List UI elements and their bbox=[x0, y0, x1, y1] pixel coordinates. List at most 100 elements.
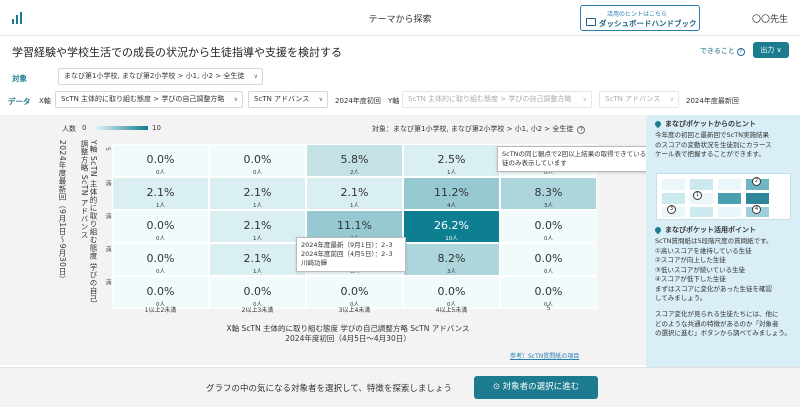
cell-count: 1人 bbox=[253, 203, 262, 209]
cell-percent: 0.0% bbox=[146, 153, 175, 166]
heatmap-cell[interactable]: 0.0% 0人 bbox=[112, 210, 209, 243]
y-axis-period: 2024年度最新回 bbox=[686, 97, 739, 105]
y-view-value: ScTN 主体的に取り組む態度 > 学びの自己調整方略 bbox=[408, 95, 572, 103]
cell-count: 3人 bbox=[544, 203, 553, 209]
cell-count: 3人 bbox=[447, 269, 456, 275]
target-label: 対象 bbox=[12, 74, 27, 83]
cell-count: 0人 bbox=[156, 269, 165, 275]
heatmap-cell[interactable]: 0.0% 0人 bbox=[112, 144, 209, 177]
hint-line: スコア変化が見られる生徒たちには、他に bbox=[655, 310, 779, 318]
cell-count: 0人 bbox=[544, 269, 553, 275]
output-button[interactable]: 出力 ∨ bbox=[753, 42, 789, 58]
footer-message: グラフの中の気になる対象者を選択して、特徴を探索しましょう bbox=[206, 384, 452, 394]
hint-line: のスコアの変動状況を生徒別にカラース bbox=[655, 140, 772, 149]
heatmap-cell[interactable]: 0.0% 0人 bbox=[112, 243, 209, 276]
heatmap-cell[interactable]: 8.2% 3人 bbox=[403, 243, 500, 276]
y-axis-sub-select[interactable]: ScTN アドバンス ∨ bbox=[599, 91, 679, 108]
note-line: 徒のみ表示しています bbox=[502, 159, 567, 167]
book-icon bbox=[586, 18, 596, 26]
cell-percent: 0.0% bbox=[146, 219, 175, 232]
heatmap-cell[interactable]: 0.0% 0人 bbox=[403, 276, 500, 309]
y-axis-period-label: 2024年度最新回（9月1日〜9月30日） bbox=[58, 140, 67, 284]
heatmap-cell[interactable]: 2.5% 1人 bbox=[403, 144, 500, 177]
proceed-to-selection-button[interactable]: ⊙ 対象者の選択に進む bbox=[474, 376, 598, 399]
howto-link[interactable]: できること? bbox=[700, 46, 745, 56]
cell-percent: 8.3% bbox=[534, 186, 563, 199]
x-axis-period: 2024年度初回 bbox=[335, 97, 381, 105]
heatmap-cell[interactable]: 0.0% 0人 bbox=[500, 276, 597, 309]
hint-line: ケール表で把握することができます。 bbox=[655, 150, 765, 158]
hint-line: ②スコアが向上した生徒 bbox=[655, 256, 726, 264]
bottom-bar: グラフの中の気になる対象者を選択して、特徴を探索しましょう ⊙ 対象者の選択に進… bbox=[0, 367, 800, 407]
heatmap-cell[interactable]: 0.0% 0人 bbox=[209, 144, 306, 177]
note-tooltip: ScTNの同じ観点で2回以上結果の取得できている生 徒のみ表示しています bbox=[497, 146, 675, 172]
cell-percent: 0.0% bbox=[243, 153, 272, 166]
heatmap-cell[interactable]: 8.3% 3人 bbox=[500, 177, 597, 210]
cell-count: 0人 bbox=[447, 302, 456, 308]
cell-count: 1人 bbox=[253, 269, 262, 275]
heatmap-cell[interactable]: 2.1% 1人 bbox=[306, 177, 403, 210]
heatmap-cell[interactable]: 0.0% 0人 bbox=[112, 276, 209, 309]
cell-count: 0人 bbox=[350, 302, 359, 308]
thumb-number: 4 bbox=[752, 205, 761, 214]
help-icon[interactable]: ? bbox=[577, 126, 586, 134]
heatmap-cell[interactable]: 0.0% 0人 bbox=[209, 276, 306, 309]
cell-count: 4人 bbox=[447, 203, 456, 209]
guide-hint-label: 活用のヒントはこちら bbox=[607, 11, 668, 18]
heatmap-cell[interactable]: 11.2% 4人 bbox=[403, 177, 500, 210]
cell-count: 1人 bbox=[156, 203, 165, 209]
reference-link[interactable]: 参考）ScTN質問紙の項目 bbox=[510, 353, 580, 360]
hover-line: 2024年度前回（4月5日）：2–3 bbox=[301, 250, 393, 258]
guide-button-label: ダッシュボードハンドブック bbox=[599, 19, 697, 28]
heatmap-cell[interactable]: 0.0% 0人 bbox=[500, 210, 597, 243]
cell-count: 1人 bbox=[350, 203, 359, 209]
legend-min: 0 bbox=[82, 124, 87, 132]
heatmap-cell[interactable]: 0.0% 0人 bbox=[306, 276, 403, 309]
y-axis-title: Y軸 ScTN 主体的に取り組む態度 学びの自己調整方略 ScTN アドバンス bbox=[80, 140, 98, 303]
x-tick-label: 1以上2未満 bbox=[144, 307, 177, 314]
chart-target-text: 対象：まなび第1小学校, まなび第2小学校 > 小1, 小2 > 全生徒 bbox=[372, 125, 574, 133]
heatmap-cell[interactable]: 2.1% 1人 bbox=[112, 177, 209, 210]
pin-icon bbox=[653, 119, 663, 129]
cell-percent: 0.0% bbox=[437, 285, 466, 298]
heatmap-cell[interactable]: 5.8% 2人 bbox=[306, 144, 403, 177]
x-axis-sub-select[interactable]: ScTN アドバンス ∨ bbox=[248, 91, 328, 108]
cell-percent: 2.1% bbox=[340, 186, 369, 199]
hint-line: ④スコアが低下した生徒 bbox=[655, 275, 726, 283]
thumb-number: 3 bbox=[667, 205, 676, 214]
hint-sidebar: まなびポケットからのヒント 今年度の初回と最新回でScTN実施結果 のスコアの変… bbox=[646, 115, 800, 367]
hint-line: ③低いスコアが続いている生徒 bbox=[655, 265, 746, 274]
y-axis-view-select[interactable]: ScTN 主体的に取り組む態度 > 学びの自己調整方略 ∨ bbox=[402, 91, 592, 108]
cell-count: 10人 bbox=[445, 236, 458, 242]
user-name[interactable]: 〇〇先生 bbox=[752, 15, 789, 25]
cell-count: 0人 bbox=[350, 269, 359, 275]
heatmap-cell[interactable]: 0.0% 0人 bbox=[500, 243, 597, 276]
chevron-down-icon: ∨ bbox=[253, 73, 258, 80]
cell-percent: 11.1% bbox=[337, 219, 372, 232]
cell-count: 0人 bbox=[544, 170, 553, 176]
cell-percent: 2.1% bbox=[243, 219, 272, 232]
x-axis-label: X軸 bbox=[39, 97, 51, 105]
data-label: データ bbox=[8, 97, 31, 106]
target-select[interactable]: まなび第1小学校, まなび第2小学校 > 小1, 小2 > 全生徒 ∨ bbox=[58, 68, 263, 85]
heatmap-cell[interactable]: 2.1% 1人 bbox=[209, 177, 306, 210]
hint-line: まずはスコアに変化があった生徒を確認 bbox=[655, 284, 772, 293]
x-axis-period-label: 2024年度初回（4月5日〜4月30日） bbox=[285, 334, 411, 343]
x-axis-view-select[interactable]: ScTN 主体的に取り組む態度 > 学びの自己調整方略 ∨ bbox=[55, 91, 243, 108]
cell-percent: 0.0% bbox=[534, 219, 563, 232]
x-view-value: ScTN 主体的に取り組む態度 > 学びの自己調整方略 bbox=[61, 95, 225, 103]
hint-title-text: まなびポケットからのヒント bbox=[665, 120, 756, 128]
hint-tail: スコア変化が見られる生徒たちには、他に どのような共通の特徴があるのか「対象者 … bbox=[655, 310, 797, 339]
app-logo-icon[interactable] bbox=[12, 12, 24, 24]
heatmap-cell[interactable]: 26.2% 10人 bbox=[403, 210, 500, 243]
dashboard-handbook-button[interactable]: 活用のヒントはこちら ダッシュボードハンドブック bbox=[580, 5, 700, 31]
heatmap-cell[interactable]: 2.1% 1人 bbox=[209, 210, 306, 243]
legend-max: 10 bbox=[152, 124, 161, 132]
heatmap-cell[interactable]: 2.1% 1人 bbox=[209, 243, 306, 276]
cell-count: 0人 bbox=[156, 236, 165, 242]
cell-percent: 0.0% bbox=[146, 285, 175, 298]
hover-line: 2024年度最新（9月1日）：2–3 bbox=[301, 241, 393, 249]
y-sub-value: ScTN アドバンス bbox=[605, 95, 661, 103]
cell-count: 2人 bbox=[350, 170, 359, 176]
x-tick-label: 4以上5未満 bbox=[435, 307, 468, 314]
